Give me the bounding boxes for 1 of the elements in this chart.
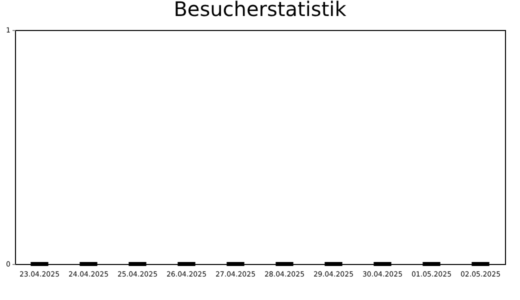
chart-title: Besucherstatistik [174,0,347,21]
